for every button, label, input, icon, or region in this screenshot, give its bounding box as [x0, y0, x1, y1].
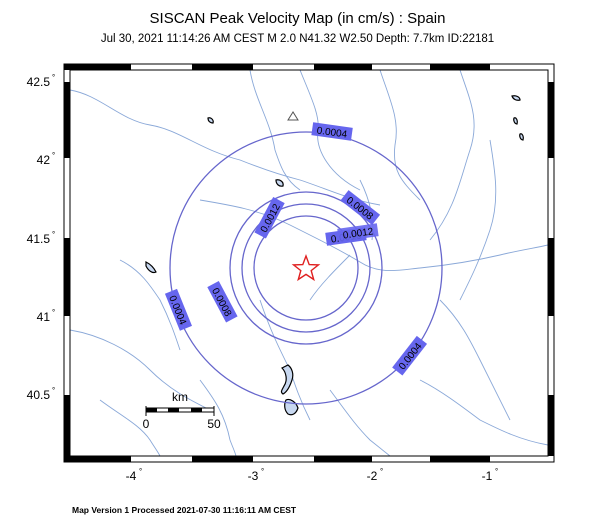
- river: [419, 379, 548, 446]
- reservoir: [513, 117, 518, 125]
- svg-text:°: °: [495, 467, 498, 476]
- river: [379, 70, 421, 201]
- lat-label: 42: [37, 153, 51, 167]
- svg-text:°: °: [52, 151, 55, 160]
- scale-bar: km 0 50: [143, 390, 221, 431]
- contour-0.0012: [241, 203, 371, 333]
- river: [439, 299, 511, 421]
- reservoir: [511, 95, 521, 101]
- map-frame: [63, 63, 555, 463]
- lat-label: 40.5: [27, 388, 51, 402]
- station-triangle-icon: [287, 111, 299, 121]
- map-body: 0.0004 0.0008 0.0012 0.0016 0.0012 0.000…: [70, 70, 548, 456]
- river: [249, 70, 301, 191]
- svg-text:°: °: [52, 386, 55, 395]
- svg-text:°: °: [380, 467, 383, 476]
- contour-label: 0.0004: [392, 335, 428, 376]
- contour-0.0016: [253, 215, 359, 321]
- lat-label: 42.5: [27, 75, 51, 89]
- river: [199, 199, 421, 272]
- svg-text:50: 50: [207, 417, 221, 431]
- contour-label: 0.0012: [254, 197, 285, 239]
- svg-text:0: 0: [143, 417, 150, 431]
- lat-label: 41.5: [27, 232, 51, 246]
- river: [429, 70, 475, 241]
- reservoir: [284, 398, 299, 416]
- river: [309, 254, 351, 301]
- epicenter-star-icon: [291, 253, 321, 282]
- lon-label: -1: [482, 469, 493, 483]
- reservoir: [207, 117, 214, 124]
- river: [329, 389, 391, 456]
- svg-text:°: °: [261, 467, 264, 476]
- river: [119, 259, 181, 351]
- latitude-labels: 42.5 42 41.5 41 40.5 ° ° ° ° °: [27, 73, 56, 402]
- svg-text:km: km: [172, 390, 188, 404]
- svg-text:°: °: [52, 230, 55, 239]
- reservoir: [519, 133, 524, 141]
- lon-label: -3: [248, 469, 259, 483]
- map-subtitle: Jul 30, 2021 11:14:26 AM CEST M 2.0 N41.…: [100, 33, 495, 45]
- svg-text:°: °: [139, 467, 142, 476]
- contour-label: 0.0004: [311, 122, 353, 141]
- contour-0.0004: [169, 131, 443, 405]
- contour-0.0008: [229, 191, 383, 345]
- contour-label: 0.0004: [164, 288, 192, 331]
- lon-label: -4: [126, 469, 137, 483]
- svg-text:°: °: [52, 73, 55, 82]
- reservoir: [145, 261, 157, 274]
- svg-text:0.0004: 0.0004: [316, 125, 348, 140]
- longitude-labels: -4 -3 -2 -1 ° ° ° °: [126, 467, 499, 483]
- lon-label: -2: [367, 469, 378, 483]
- contour-label: 0.0012: [337, 223, 379, 242]
- reservoirs: [145, 95, 524, 416]
- river: [70, 329, 211, 411]
- lat-label: 41: [37, 310, 51, 324]
- river: [459, 139, 497, 301]
- river: [70, 89, 381, 206]
- river: [199, 379, 237, 456]
- contours: [169, 131, 443, 405]
- river: [99, 399, 161, 456]
- map-title: SISCAN Peak Velocity Map (in cm/s) : Spa…: [149, 10, 446, 27]
- svg-text:0.0012: 0.0012: [342, 226, 374, 241]
- river: [419, 244, 548, 269]
- reservoir: [275, 179, 284, 187]
- svg-text:°: °: [52, 308, 55, 317]
- rivers: [70, 70, 548, 456]
- map-footer: Map Version 1 Processed 2021-07-30 11:16…: [72, 505, 297, 515]
- contour-label: 0.0008: [340, 190, 381, 226]
- reservoir: [280, 364, 294, 395]
